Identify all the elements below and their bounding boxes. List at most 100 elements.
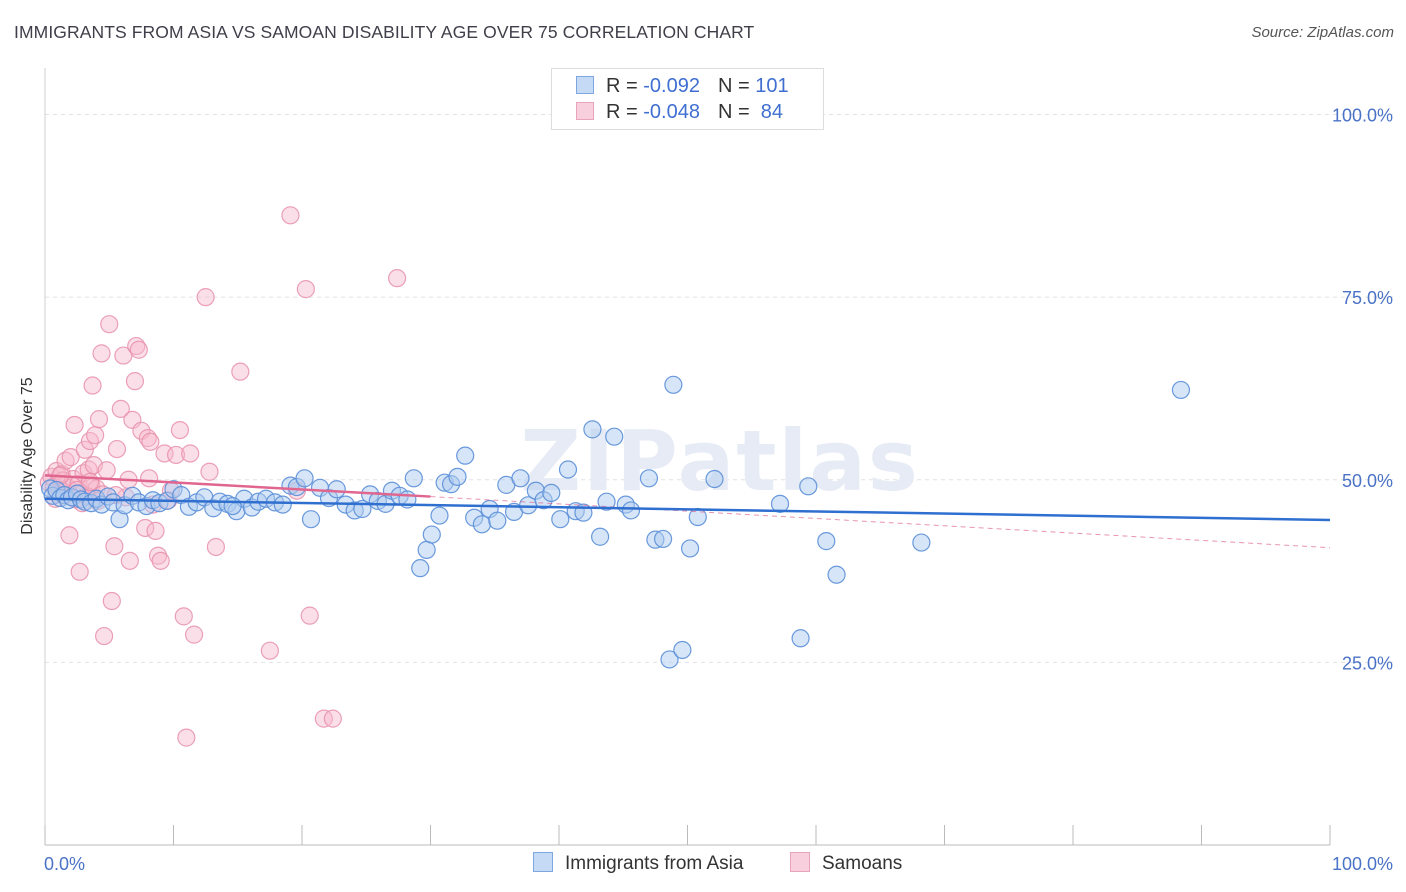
asia-points	[41, 375, 1191, 669]
asia-point-98	[912, 533, 931, 552]
x-tick-label-0: 0.0%	[44, 854, 85, 874]
samoa-swatch	[576, 102, 594, 120]
samoa-point-24	[80, 431, 100, 451]
asia-point-61	[448, 467, 467, 486]
samoa-trend-line	[44, 474, 431, 498]
x-tick-label-100: 100.0%	[1332, 854, 1393, 874]
samoa-point-35	[111, 399, 130, 419]
asia-point-95	[799, 477, 818, 496]
trend-lines	[44, 474, 1331, 549]
asia-point-78	[583, 420, 602, 439]
asia-point-93	[770, 494, 790, 513]
legend-label-samoa: Samoans	[822, 853, 903, 874]
asia-point-89	[673, 640, 692, 660]
asia-point-64	[472, 515, 491, 534]
samoa-point-67	[300, 606, 319, 625]
asia-point-44	[327, 480, 346, 499]
asia-point-73	[542, 483, 561, 503]
asia-point-81	[605, 427, 624, 446]
samoa-point-40	[125, 372, 145, 391]
asia-point-69	[511, 469, 530, 488]
asia-point-99	[1171, 380, 1191, 400]
series-legend: Immigrants from Asia Samoans	[0, 852, 1406, 878]
legend-label-asia: Immigrants from Asia	[565, 853, 744, 874]
samoa-point-69	[323, 709, 342, 728]
samoa-point-32	[102, 591, 121, 611]
legend-r-value: -0.048	[643, 101, 700, 123]
asia-point-100	[223, 496, 242, 516]
asia-point-56	[417, 540, 436, 559]
tick-labels: 25.0% 50.0% 75.0% 100.0% 0.0% 100.0%	[44, 106, 1393, 874]
legend-row-samoa: R = -0.048 N = 84	[576, 101, 783, 127]
samoa-point-31	[100, 315, 119, 334]
asia-point-96	[817, 532, 836, 551]
samoa-point-46	[141, 432, 160, 451]
asia-point-54	[404, 469, 423, 488]
samoa-point-49	[148, 546, 168, 565]
watermark: ZIPatlas	[520, 412, 920, 510]
samoa-point-48	[146, 521, 165, 540]
legend-n-label: N =	[717, 75, 756, 97]
samoa-point-30	[97, 461, 116, 480]
samoa-point-61	[206, 537, 226, 557]
legend-n-label: N =	[717, 101, 756, 123]
samoa-legend-swatch	[790, 852, 810, 872]
asia-point-41	[301, 510, 321, 529]
y-tick-label-50: 50.0%	[1342, 471, 1393, 491]
samoa-trend-extended	[430, 496, 1331, 549]
asia-point-90	[680, 539, 700, 558]
samoa-point-25	[83, 376, 102, 395]
asia-point-86	[653, 529, 673, 549]
samoa-point-21	[65, 415, 84, 435]
source-credit: Source: ZipAtlas.com	[1251, 24, 1394, 41]
y-tick-label-25: 25.0%	[1342, 653, 1393, 673]
grid-lines	[45, 114, 1393, 663]
legend-r-label: R =	[606, 101, 644, 123]
samoa-point-64	[281, 206, 300, 225]
samoa-point-33	[105, 537, 124, 556]
y-tick-label-75: 75.0%	[1342, 288, 1393, 308]
asia-point-40	[295, 469, 314, 488]
asia-point-55	[411, 559, 430, 578]
samoa-point-20	[60, 526, 79, 545]
samoa-point-53	[166, 445, 186, 465]
samoa-point-27	[89, 410, 109, 429]
asia-point-97	[827, 565, 846, 584]
samoa-point-70	[387, 269, 407, 288]
correlation-legend: R = -0.092 N = 101 R = -0.048 N = 84	[551, 68, 824, 130]
asia-point-75	[558, 460, 578, 479]
samoa-point-57	[181, 444, 200, 463]
asia-point-79	[591, 527, 610, 546]
samoa-point-38	[120, 551, 139, 570]
asia-point-87	[660, 650, 679, 669]
asia-point-88	[664, 375, 683, 394]
samoa-point-23	[75, 440, 94, 459]
asia-point-74	[551, 510, 570, 529]
axes	[44, 68, 1331, 846]
asia-point-84	[639, 469, 659, 488]
legend-n-value: 101	[755, 75, 789, 97]
samoa-point-54	[170, 420, 190, 440]
samoa-point-59	[196, 288, 215, 307]
samoa-point-55	[174, 607, 193, 626]
chart-title: IMMIGRANTS FROM ASIA VS SAMOAN DISABILIT…	[14, 22, 755, 42]
samoa-point-29	[95, 626, 114, 646]
samoa-point-56	[177, 728, 196, 747]
samoa-point-63	[260, 641, 279, 660]
samoans-points	[39, 206, 407, 747]
legend-r-label: R =	[606, 75, 644, 97]
asia-legend-swatch	[533, 852, 553, 872]
samoa-point-50	[151, 551, 170, 570]
samoa-point-9	[61, 448, 80, 467]
samoa-point-78	[139, 469, 159, 488]
legend-r-value: -0.092	[643, 75, 700, 97]
samoa-point-51	[155, 444, 174, 463]
asia-point-94	[791, 629, 810, 648]
legend-n-value: 84	[755, 101, 784, 123]
asia-point-57	[422, 525, 441, 544]
samoa-point-22	[70, 562, 89, 581]
samoa-point-28	[92, 344, 111, 363]
samoa-point-60	[200, 462, 219, 481]
samoa-point-58	[184, 625, 204, 644]
